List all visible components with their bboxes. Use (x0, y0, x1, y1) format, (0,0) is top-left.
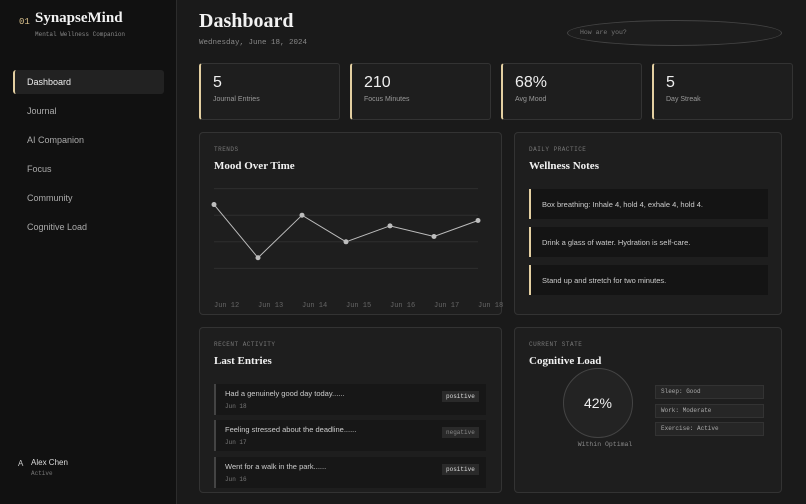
load-caption: Within Optimal (577, 441, 633, 448)
note-text: Drink a glass of water. Hydration is sel… (542, 238, 691, 247)
card-title: Cognitive Load (529, 355, 602, 367)
nav-item[interactable]: Dashboard (27, 77, 72, 87)
brand-tagline: Mental Wellness Companion (35, 31, 126, 38)
nav-item[interactable]: Community (27, 193, 73, 203)
chip: Work: Moderate (655, 404, 764, 418)
card-title: Last Entries (214, 355, 272, 367)
section-label: DAILY PRACTICE (529, 146, 587, 153)
stat-value: 5 (213, 74, 222, 91)
nav-active[interactable] (13, 70, 164, 94)
card-title: Wellness Notes (529, 160, 599, 172)
load-value: 42% (583, 395, 613, 411)
x-tick-label: Jun 14 (302, 302, 327, 310)
mood-point (387, 223, 393, 229)
stat-value: 210 (364, 74, 391, 91)
stat-label: Day Streak (666, 96, 701, 103)
page-date: Wednesday, June 18, 2024 (199, 39, 308, 47)
note-text: Stand up and stretch for two minutes. (542, 276, 667, 285)
nav-item[interactable]: Journal (27, 106, 57, 116)
x-tick-label: Jun 17 (434, 302, 459, 310)
stat-card: 68% Avg Mood (501, 63, 642, 120)
entry[interactable]: Went for a walk in the park...... Jun 16 p… (214, 457, 486, 488)
stat-card: 5 Journal Entries (199, 63, 340, 120)
chip: Sleep: Good (655, 385, 764, 399)
x-tick-label: Jun 15 (346, 302, 371, 310)
mood-point (475, 218, 481, 224)
note-text: Box breathing: Inhale 4, hold 4, exhale … (542, 200, 703, 209)
nav-item[interactable]: Focus (27, 164, 52, 174)
stat-label: Avg Mood (515, 96, 547, 103)
mood-point (211, 202, 217, 208)
mood-line (213, 204, 479, 259)
entry-text: Had a genuinely good day today...... (225, 389, 345, 398)
section-label: CURRENT STATE (529, 341, 583, 348)
chip: Exercise: Active (655, 422, 764, 436)
stat-label: Journal Entries (213, 96, 260, 103)
stat-card: 210 Focus Minutes (350, 63, 491, 120)
mood-point (299, 212, 305, 218)
note: Box breathing: Inhale 4, hold 4, exhale … (529, 189, 768, 219)
nav-item[interactable]: AI Companion (27, 135, 85, 145)
stat-value: 5 (666, 74, 675, 91)
user-name: Alex Chen (31, 458, 68, 467)
load-ring (563, 368, 633, 438)
brand-name: SynapseMind (35, 10, 123, 26)
search-placeholder: How are you? (580, 29, 627, 36)
stat-label: Focus Minutes (364, 96, 410, 103)
entry-tag: negative (442, 427, 479, 438)
x-tick-label: Jun 12 (214, 302, 239, 310)
entry-tag: positive (442, 391, 479, 402)
card-title: Mood Over Time (214, 160, 295, 172)
x-tick-label: Jun 18 (478, 302, 503, 310)
entry[interactable]: Feeling stressed about the deadline.....… (214, 420, 486, 451)
x-tick-label: Jun 16 (390, 302, 415, 310)
entry-date: Jun 16 (225, 476, 247, 483)
brand-number: 01 (19, 17, 30, 27)
page-title: Dashboard (199, 10, 294, 32)
mood-point (343, 239, 349, 245)
entry[interactable]: Had a genuinely good day today...... Jun … (214, 384, 486, 415)
entry-text: Went for a walk in the park...... (225, 462, 327, 471)
entry-text: Feeling stressed about the deadline.....… (225, 425, 357, 434)
entry-date: Jun 17 (225, 439, 247, 446)
section-label: RECENT ACTIVITY (214, 341, 276, 348)
x-tick-label: Jun 13 (258, 302, 283, 310)
entry-date: Jun 18 (225, 403, 247, 410)
nav-item[interactable]: Cognitive Load (27, 222, 88, 232)
mood-point (431, 233, 437, 239)
sidebar: 01 SynapseMind Mental Wellness Companion… (0, 0, 177, 504)
stat-value: 68% (515, 74, 548, 91)
user-initial: A (18, 459, 24, 468)
search-box[interactable]: How are you? (567, 20, 782, 46)
note: Drink a glass of water. Hydration is sel… (529, 227, 768, 257)
user-status: Active (31, 470, 53, 477)
mood-card (199, 132, 502, 315)
entry-tag: positive (442, 464, 479, 475)
section-label: TRENDS (214, 146, 239, 153)
stat-card: 5 Day Streak (652, 63, 793, 120)
note: Stand up and stretch for two minutes. (529, 265, 768, 295)
mood-point (255, 255, 261, 261)
